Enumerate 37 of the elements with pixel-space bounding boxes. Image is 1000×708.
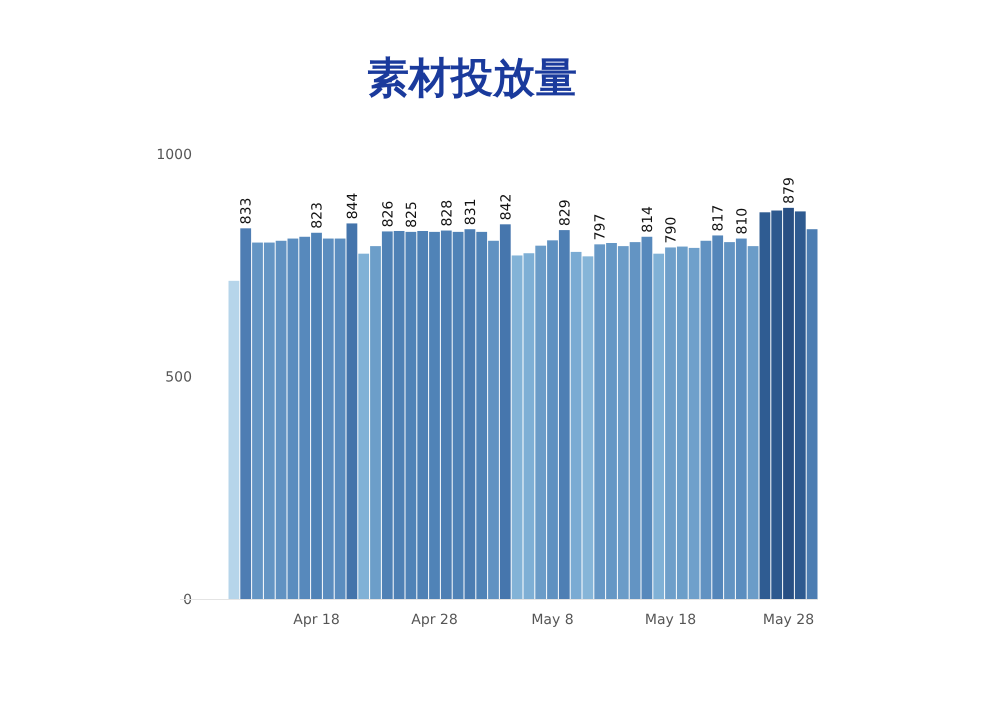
bar — [228, 280, 240, 599]
data-label: 879 — [782, 177, 798, 204]
bar — [712, 235, 724, 599]
bar — [240, 228, 252, 599]
bar — [653, 254, 664, 599]
chart-title: 素材投放量 — [367, 53, 577, 102]
bar — [806, 229, 818, 599]
bar — [794, 211, 806, 599]
data-label: 825 — [404, 201, 420, 228]
data-label: 817 — [710, 204, 727, 232]
data-label: 797 — [592, 214, 609, 240]
bar — [558, 230, 570, 599]
data-label: 810 — [734, 208, 750, 235]
y-tick-label: 500 — [165, 370, 192, 386]
bar — [346, 223, 358, 599]
bar — [700, 240, 712, 599]
x-tick-label: Apr 28 — [411, 612, 458, 628]
data-label: 828 — [439, 200, 456, 227]
y-tick-label: 1000 — [156, 147, 192, 163]
data-label: 844 — [344, 192, 361, 220]
bar — [748, 246, 758, 599]
x-tick-label: May 28 — [762, 612, 814, 628]
bar — [488, 240, 499, 599]
data-label: 842 — [498, 194, 514, 220]
data-label: 833 — [238, 198, 255, 224]
data-label: 790 — [664, 216, 680, 244]
data-label: 823 — [310, 202, 326, 229]
x-tick-label: Apr 18 — [293, 612, 340, 628]
data-label: 829 — [557, 199, 574, 226]
data-label: 826 — [380, 200, 396, 228]
data-label: 814 — [640, 206, 656, 233]
x-tick-label: May 8 — [531, 612, 574, 628]
bar — [358, 254, 370, 599]
data-label: 831 — [462, 198, 479, 226]
bar — [370, 246, 381, 599]
bar — [500, 224, 511, 599]
x-tick-label: May 18 — [644, 612, 696, 628]
